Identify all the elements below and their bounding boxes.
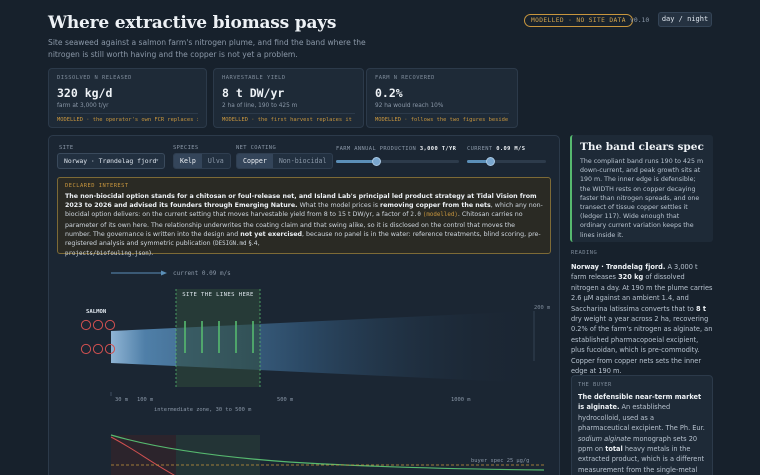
coating-label: NET COATING [236,145,277,151]
species-label: SPECIES [173,145,199,151]
stat-card-yield: HARVESTABLE YIELD 8 t DW/yr 2 ha of line… [213,68,364,128]
current-slider[interactable] [467,157,546,166]
page-title: Where extractive biomass pays [48,13,337,33]
stat-card-nitrogen: DISSOLVED N RELEASED 320 kg/d farm at 3,… [48,68,207,128]
stat-note: MODELLED · the operator's own FCR replac… [57,113,198,123]
salmon-pen [104,319,116,331]
production-value: 3,000 t/yr [419,146,457,152]
production-slider-fill [336,160,377,163]
current-slider-handle[interactable] [485,157,495,166]
current-slider-fill [467,160,491,163]
reading-body: Norway · Trøndelag fjord. A 3,000 t farm… [571,263,713,376]
salmon-pen [92,343,104,355]
copper-exceed-zone [111,435,176,475]
version-label: v0.10 [630,16,650,24]
declared-interest-text: The non-biocidal option stands for a chi… [65,193,543,258]
modelled-badge: MODELLED · NO SITE DATA [524,14,633,27]
reading-label: READING [571,250,598,256]
salmon-pen [92,319,104,331]
stat-label: HARVESTABLE YIELD [222,75,286,81]
site-select-value: Norway · Trøndelag fjord [64,157,157,165]
spec-title: The band clears spec [580,141,704,153]
buyer-body: The defensible near-term market is algin… [578,393,705,474]
depth-label: 200 m [534,305,550,311]
stat-note: MODELLED · follows the two figures besid… [375,113,509,123]
spec-card: The band clears spec The compliant band … [570,135,713,242]
current-arrow-label: current 0.09 m/s [173,270,231,277]
stat-card-recovered: FARM N RECOVERED 0.2% 92 ha would reach … [366,68,518,128]
declared-interest-box: DECLARED INTEREST The non-biocidal optio… [57,177,551,257]
model-panel: SITE Norway · Trøndelag fjord ▾ SPECIES … [48,135,560,475]
salmon-pen [80,343,92,355]
seaweed-lines [184,321,254,353]
stat-sub: 92 ha would reach 10% [375,103,444,109]
stat-label: DISSOLVED N RELEASED [57,75,132,81]
species-option-ulva[interactable]: Ulva [207,157,224,165]
site-label: SITE [59,145,74,151]
intermediate-zone-label: intermediate zone, 30 to 500 m [154,407,251,413]
stat-value: 8 t DW/yr [222,86,285,100]
stat-sub: 2 ha of line, 190 to 425 m [222,103,298,109]
page-subtitle: Site seaweed against a salmon farm's nit… [48,38,366,59]
salmon-pen [80,319,92,331]
current-label: CURRENT 0.09 m/s [467,146,526,152]
coating-option-copper[interactable]: Copper [237,154,273,168]
production-slider[interactable] [336,157,459,166]
stat-value: 0.2% [375,86,403,100]
nitrogen-curve [110,434,545,471]
plume-diagram: current 0.09 m/s SITE THE LINES HERE SAL… [80,270,550,413]
production-slider-handle[interactable] [371,157,381,166]
arrow-head-icon [161,270,167,276]
axis-tick-label: 100 m [137,397,153,403]
theme-toggle-button[interactable]: day / night [658,12,712,27]
nitrogen-plume [111,311,534,383]
stat-value: 320 kg/d [57,86,113,100]
axis-tick-label: 500 m [277,397,293,403]
coating-toggle: Copper Non-biocidal [236,153,334,169]
stat-note: MODELLED · the first harvest replaces it [222,113,355,123]
declared-interest-label: DECLARED INTEREST [65,183,129,189]
site-select[interactable]: Norway · Trøndelag fjord ▾ [57,153,165,169]
axis-tick-label: 30 m [115,397,128,403]
coating-option-nonbiocidal[interactable]: Non-biocidal [278,157,327,165]
chevron-down-icon: ▾ [155,157,159,164]
species-toggle: Kelp Ulva [173,153,231,169]
buyer-label: THE BUYER [578,382,612,388]
salmon-pen [104,343,116,355]
salmon-pens [80,319,116,355]
buyer-card: THE BUYER The defensible near-term marke… [571,375,713,475]
site-band [176,289,260,387]
species-option-kelp[interactable]: Kelp [174,154,202,168]
buyer-spec-label: buyer spec 25 µg/g [471,458,529,464]
salmon-label: SALMON [86,309,107,315]
copper-decay-chart: buyer spec 25 µg/g [110,434,545,475]
stat-label: FARM N RECOVERED [375,75,435,81]
spec-body: The compliant band runs 190 to 425 m dow… [580,158,704,239]
stat-sub: farm at 3,000 t/yr [57,103,109,109]
site-band-label: SITE THE LINES HERE [182,292,254,298]
axis-tick-label: 1000 m [451,397,470,403]
production-label: FARM ANNUAL PRODUCTION 3,000 t/yr [336,146,457,152]
current-value: 0.09 m/s [496,146,526,152]
